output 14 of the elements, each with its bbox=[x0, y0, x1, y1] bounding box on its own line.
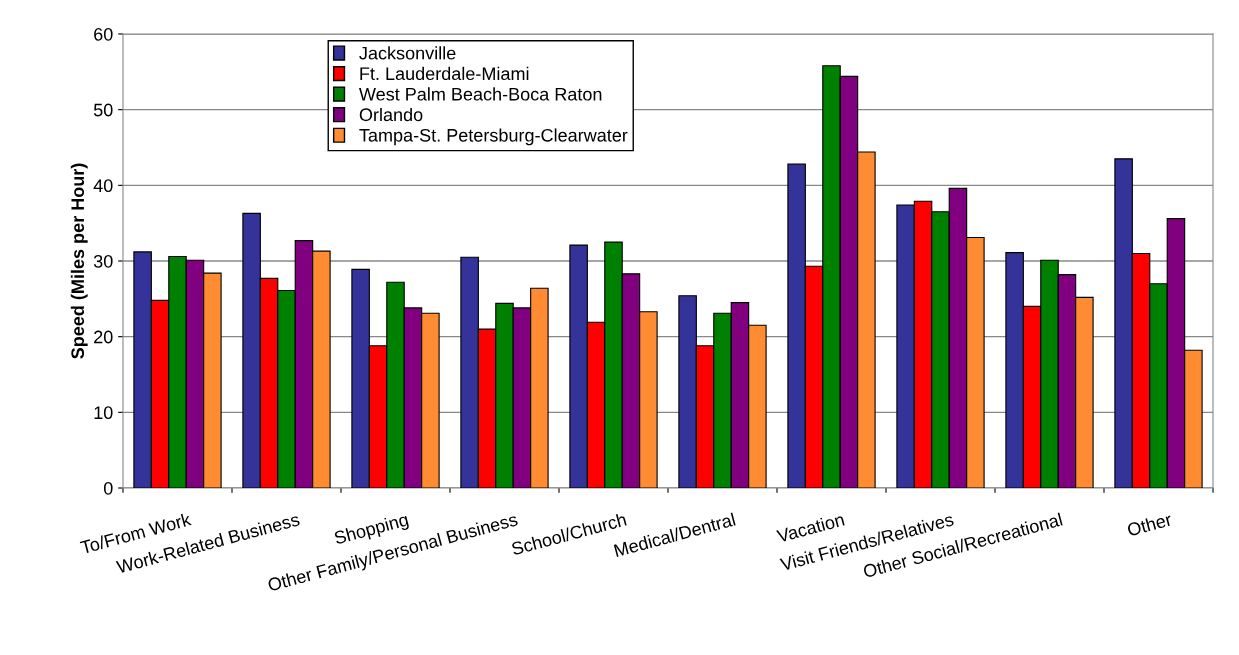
y-tick-label: 20 bbox=[94, 330, 113, 344]
x-tick-label: Other bbox=[1126, 512, 1173, 537]
legend-label: Orlando bbox=[359, 107, 423, 122]
y-tick-label: 40 bbox=[93, 179, 113, 193]
y-tick-label: 10 bbox=[94, 406, 113, 420]
legend-label: Tampa-St. Petersburg-Clearwater bbox=[359, 128, 628, 146]
legend-label: West Palm Beach-Boca Raton bbox=[359, 87, 602, 101]
legend-label: Jacksonville bbox=[359, 46, 456, 60]
y-tick-label: 50 bbox=[93, 103, 113, 117]
y-axis-title: Speed (Miles per Hour) bbox=[70, 163, 88, 359]
y-tick-label: 0 bbox=[103, 481, 113, 495]
y-tick-label: 30 bbox=[93, 254, 113, 268]
legend-label: Ft. Lauderdale-Miami bbox=[360, 66, 529, 81]
y-tick-label: 60 bbox=[94, 27, 113, 41]
